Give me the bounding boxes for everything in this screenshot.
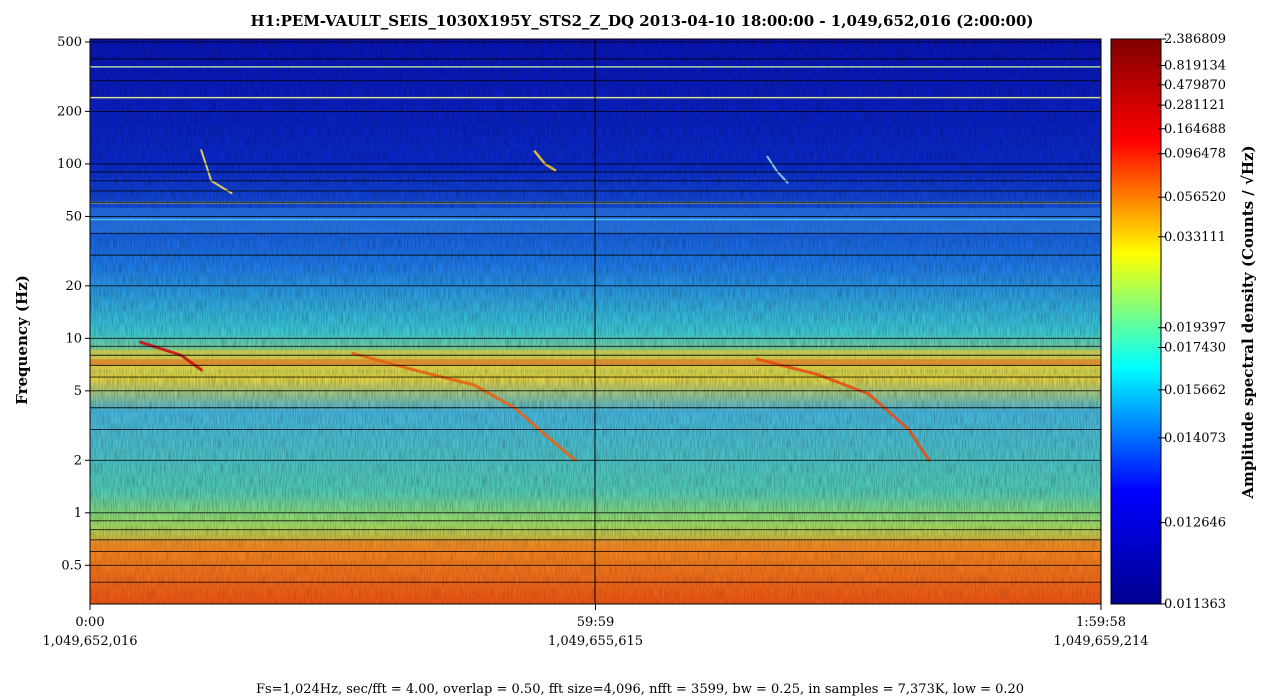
colorbar-tick-label: 0.014073 [1164,431,1226,446]
x-tick-gps-label: 1,049,652,016 [42,634,137,649]
colorbar-tick-label: 0.281121 [1164,98,1226,113]
colorbar-ticks: 2.386809 0.819134 0.479870 0.281121 0.164688… [1158,32,1226,612]
y-tick-label: 1 [74,506,82,521]
colorbar-tick-label: 0.479870 [1164,78,1226,93]
y-tick-label: 10 [65,331,82,346]
y-tick-label: 2 [74,453,82,468]
colorbar-tick-label: 0.096478 [1164,147,1226,162]
colorbar-tick-label: 0.164688 [1164,122,1226,137]
y-axis: 500 200 100 50 20 10 5 2 1 0.5 [57,35,90,573]
footer-parameters: Fs=1,024Hz, sec/fft = 4.00, overlap = 0.… [256,682,1024,697]
y-tick-label: 100 [57,157,82,172]
colorbar-tick-label: 0.819134 [1164,59,1226,74]
y-tick-label: 200 [57,104,82,119]
chirp-track [351,351,577,462]
colorbar-tick-label: 0.012646 [1164,516,1226,531]
colorbar-tick-label: 0.015662 [1164,383,1226,398]
colorbar-tick-label: 0.017430 [1164,340,1226,355]
colorbar-tick-label: 0.033111 [1164,230,1226,245]
x-tick-time-label: 0:00 [75,615,104,630]
colorbar [1110,38,1162,605]
x-tick-gps-label: 1,049,659,214 [1053,634,1148,649]
x-tick-time-label: 1:59:58 [1076,615,1126,630]
y-tick-label: 500 [57,35,82,50]
x-axis: 0:00 1,049,652,016 59:59 1,049,655,615 1:59:… [42,604,1149,649]
colorbar-label: Amplitude spectral density (Counts / √Hz… [1239,145,1257,499]
y-axis-label: Frequency (Hz) [13,275,31,405]
y-tick-label: 5 [74,384,82,399]
colorbar-tick-label: 0.011363 [1164,597,1226,612]
y-tick-label: 50 [65,209,82,224]
colorbar-tick-label: 0.019397 [1164,321,1226,336]
colorbar-tick-label: 2.386809 [1164,32,1226,47]
chirp-track [755,357,931,462]
colorbar-tick-label: 0.056520 [1164,190,1226,205]
chart-title: H1:PEM-VAULT_SEIS_1030X195Y_STS2_Z_DQ 20… [250,12,1033,30]
x-tick-time-label: 59:59 [577,615,614,630]
x-tick-gps-label: 1,049,655,615 [548,634,643,649]
y-tick-label: 20 [65,279,82,294]
y-tick-label: 0.5 [61,558,82,573]
